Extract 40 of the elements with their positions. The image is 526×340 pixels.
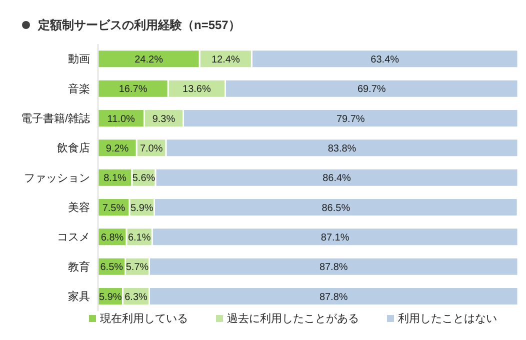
y-tick-label: 飲食店: [57, 142, 90, 155]
chart-title: 定額制サービスの利用経験（n=557）: [38, 16, 240, 34]
data-label: 13.6%: [182, 84, 211, 96]
y-tick-label: 動画: [68, 54, 90, 66]
data-label: 6.3%: [124, 292, 148, 303]
data-label: 86.4%: [322, 173, 352, 184]
data-label: 86.5%: [322, 202, 350, 214]
data-label: 6.5%: [100, 262, 124, 274]
data-label: 12.4%: [212, 54, 240, 66]
data-label: 5.9%: [130, 202, 154, 214]
data-label: 11.0%: [107, 114, 136, 125]
data-label: 16.7%: [118, 84, 148, 96]
y-tick-label: 電子書籍/雑誌: [20, 112, 90, 126]
data-label: 79.7%: [336, 114, 365, 125]
data-label: 9.3%: [152, 114, 176, 125]
data-label: 69.7%: [357, 84, 386, 96]
y-tick-label: 美容: [68, 201, 90, 214]
data-label: 24.2%: [134, 54, 164, 66]
data-label: 5.7%: [126, 262, 149, 274]
data-label: 7.5%: [102, 202, 126, 214]
data-label: 83.8%: [328, 143, 356, 154]
legend-label: 現在利用している: [99, 312, 188, 326]
data-label: 5.9%: [98, 292, 122, 303]
y-tick-label: コスメ: [57, 232, 90, 244]
series-label: 利用したことはない: [397, 312, 497, 326]
legend-label: 過去に利用したことがある: [226, 312, 359, 326]
data-label: 5.6%: [132, 173, 156, 184]
y-tick-label: ファッション: [24, 172, 90, 184]
data-label: 7.0%: [140, 143, 163, 154]
data-label: 87.8%: [319, 292, 348, 303]
data-label: 6.1%: [128, 232, 151, 244]
data-label: 8.1%: [104, 173, 127, 184]
data-label: 63.4%: [370, 54, 400, 66]
data-label: 9.2%: [106, 143, 129, 154]
y-tick-label: 教育: [68, 260, 90, 274]
data-label: 87.1%: [320, 232, 350, 244]
y-tick-label: 家具: [68, 290, 90, 304]
y-tick-label: 音楽: [68, 82, 90, 96]
data-label: 6.8%: [100, 232, 124, 244]
data-label: 87.8%: [319, 262, 348, 274]
